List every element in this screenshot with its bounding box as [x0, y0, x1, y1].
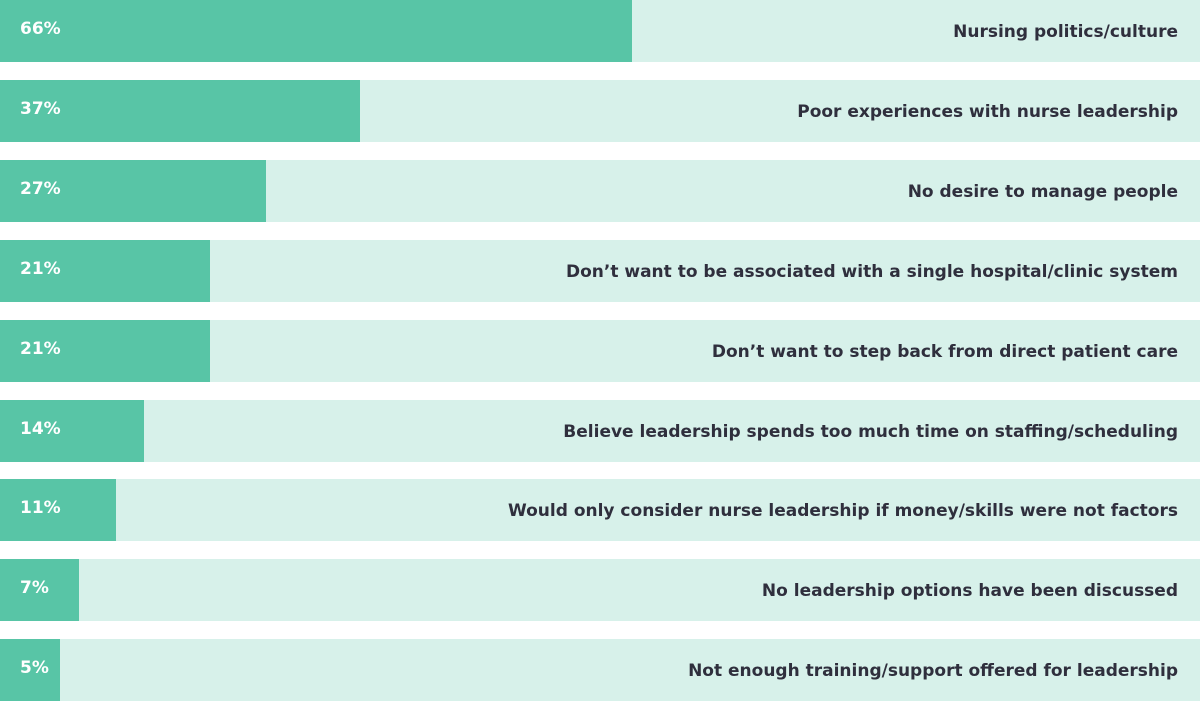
bar-track: 21% Don’t want to step back from direct p… [0, 319, 1200, 382]
bar-track: 21% Don’t want to be associated with a si… [0, 239, 1200, 302]
bar-track: 5% Not enough training/support offered fo… [0, 639, 1200, 701]
category-label: Don’t want to be associated with a singl… [565, 261, 1178, 282]
category-label: No leadership options have been discusse… [761, 581, 1178, 602]
bar [0, 559, 79, 622]
bar-track: 37% Poor experiences with nurse leadershi… [0, 79, 1200, 142]
category-label: Nursing politics/culture [953, 22, 1178, 42]
bar [0, 0, 633, 62]
category-label: Don’t want to step back from direct pati… [711, 341, 1178, 362]
bar-track: 7% No leadership options have been discus… [0, 559, 1200, 622]
bar [0, 479, 117, 542]
value-label: 7% [20, 578, 49, 599]
bar [0, 399, 145, 462]
category-label: No desire to manage people [907, 181, 1178, 202]
bar-track: 27% No desire to manage people [0, 159, 1200, 222]
value-label: 21% [20, 338, 61, 359]
value-label: 5% [20, 658, 49, 679]
category-label: Not enough training/support offered for … [688, 661, 1178, 682]
value-label: 11% [20, 498, 61, 519]
value-label: 21% [20, 258, 61, 279]
value-label: 27% [20, 178, 61, 199]
bar [0, 239, 210, 302]
bar-track: 11% Would only consider nurse leadership … [0, 479, 1200, 542]
bar [0, 79, 361, 142]
value-label: 37% [20, 98, 61, 119]
bar-track: 66% Nursing politics/culture [0, 0, 1200, 62]
value-label: 14% [20, 418, 61, 439]
category-label: Poor experiences with nurse leadership [797, 101, 1178, 122]
bar-track: 14% Believe leadership spends too much ti… [0, 399, 1200, 462]
bar [0, 159, 267, 222]
bar [0, 319, 210, 382]
category-label: Would only consider nurse leadership if … [507, 501, 1178, 522]
category-label: Believe leadership spends too much time … [563, 421, 1178, 442]
bar [0, 639, 60, 701]
value-label: 66% [20, 19, 61, 39]
